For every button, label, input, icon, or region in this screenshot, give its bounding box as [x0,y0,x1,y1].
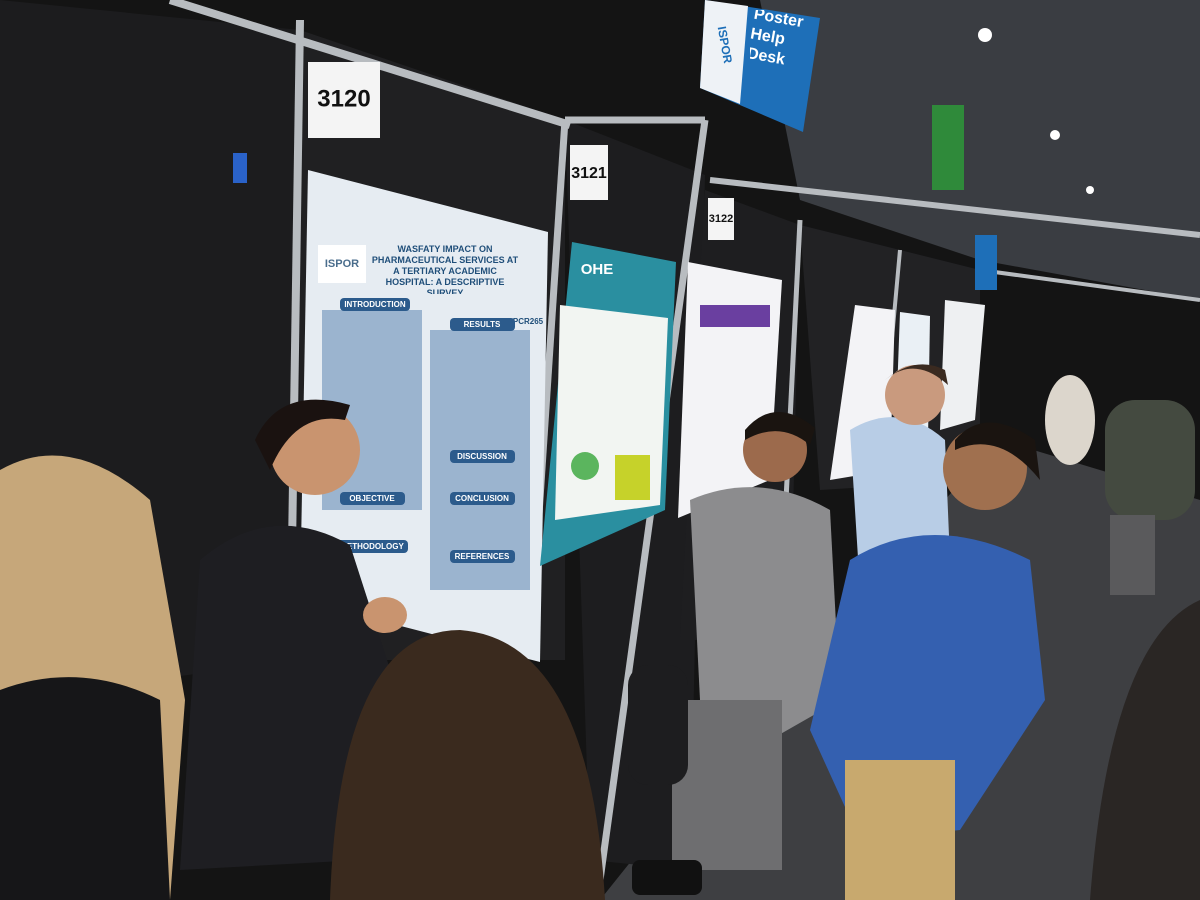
shoe [632,860,702,895]
person-head [743,418,807,482]
section-heading-text: REFERENCES [455,552,510,561]
person-suit [690,487,840,740]
person [1045,375,1095,465]
person [1105,400,1195,520]
poster-logo: OHE [581,261,614,278]
person-trousers [672,700,782,870]
pie-graphic [571,452,599,480]
section-heading-text: DISCUSSION [457,452,507,461]
frame-rail [979,268,1200,302]
poster-logo: ISPOR [325,258,359,270]
section-heading [340,298,410,311]
board-number-card [308,62,380,138]
help-desk-label-box: Poster Help Desk [750,10,805,69]
section-heading-text: RESULTS [464,320,501,329]
help-desk-label: Poster Help Desk [750,10,805,69]
section-heading [450,450,515,463]
person-trousers [845,760,955,900]
poster [940,300,985,430]
backpack [628,665,688,785]
poster-block [700,305,770,327]
board-number-card [570,145,608,200]
person-hair [255,399,350,470]
poster-title-box: WASFATY IMPACT ON PHARMACEUTICAL SERVICE… [371,244,519,294]
section-heading [450,318,515,331]
board-number: 3121 [571,165,607,182]
section-heading [450,550,515,563]
poster-logo-box [318,245,366,283]
ceiling-light [978,28,992,42]
poster-title: WASFATY IMPACT ON PHARMACEUTICAL SERVICE… [371,244,519,294]
board-number-card [708,198,734,240]
person [1110,515,1155,595]
person-jacket [0,677,170,900]
poster-block [615,455,650,500]
ceiling-light [1050,130,1060,140]
section-heading [450,492,515,505]
section-heading [336,540,408,553]
section-heading-text: INTRODUCTION [344,300,406,309]
frame-rail [709,177,1200,238]
section-heading-text: CONCLUSION [455,494,509,503]
aisle-sign [975,235,997,290]
poster-body [555,305,668,520]
person-hair [955,422,1040,480]
person-hair [885,364,948,385]
board-number: 3122 [709,213,733,225]
ceiling-light [1086,186,1094,194]
poster-code: PCR265 [513,317,544,326]
person-hair [745,411,815,445]
help-desk-logo: ISPOR [715,25,735,65]
section-heading-text: OBJECTIVE [349,494,395,503]
board-number: 3120 [317,85,370,112]
person [1090,600,1200,900]
tape [233,153,247,183]
exit-sign [932,105,964,190]
person-hands [363,597,407,633]
help-desk-logo-panel [700,0,748,104]
section-heading-text: METHODOLOGY [340,542,404,551]
section-heading [340,492,405,505]
person-hair [330,630,605,900]
person-head [885,365,945,425]
